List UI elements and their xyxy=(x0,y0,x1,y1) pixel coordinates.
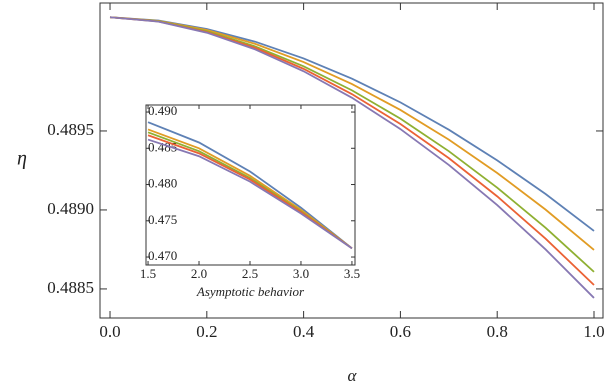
plot-frame xyxy=(145,104,356,266)
line-series xyxy=(147,121,353,250)
line-series xyxy=(109,16,595,251)
x-tick-label: 0.4 xyxy=(293,322,315,341)
y-tick-label: 0.470 xyxy=(148,248,177,263)
y-tick-label: 0.4895 xyxy=(47,120,94,139)
y-tick-label: 0.475 xyxy=(148,212,177,227)
x-tick-label: 2.5 xyxy=(242,266,258,281)
x-tick-label: 0.2 xyxy=(196,322,217,341)
x-tick-label: 0.8 xyxy=(487,322,508,341)
y-tick-label: 0.4885 xyxy=(47,278,94,297)
x-tick-label: 3.0 xyxy=(293,266,309,281)
y-tick-label: 0.4890 xyxy=(47,199,94,218)
x-tick-label: 0.6 xyxy=(390,322,411,341)
line-series xyxy=(147,138,353,250)
x-tick-label: 0.0 xyxy=(99,322,120,341)
x-tick-label: 2.0 xyxy=(191,266,207,281)
inset-plot: 1.5 2.0 2.5 3.0 3.50.4700.4750.4800.4850.490… xyxy=(140,103,360,299)
x-tick-label: 3.5 xyxy=(344,266,360,281)
y-tick-label: 0.490 xyxy=(148,103,177,118)
inset-caption: Asymptotic behavior xyxy=(196,284,305,299)
line-series xyxy=(109,16,595,299)
y-axis-label: η xyxy=(17,148,27,170)
x-tick-label: 1.5 xyxy=(140,266,156,281)
y-tick-label: 0.480 xyxy=(148,176,177,191)
x-tick-label: 1.0 xyxy=(583,322,604,341)
x-axis-label: α xyxy=(348,366,358,385)
